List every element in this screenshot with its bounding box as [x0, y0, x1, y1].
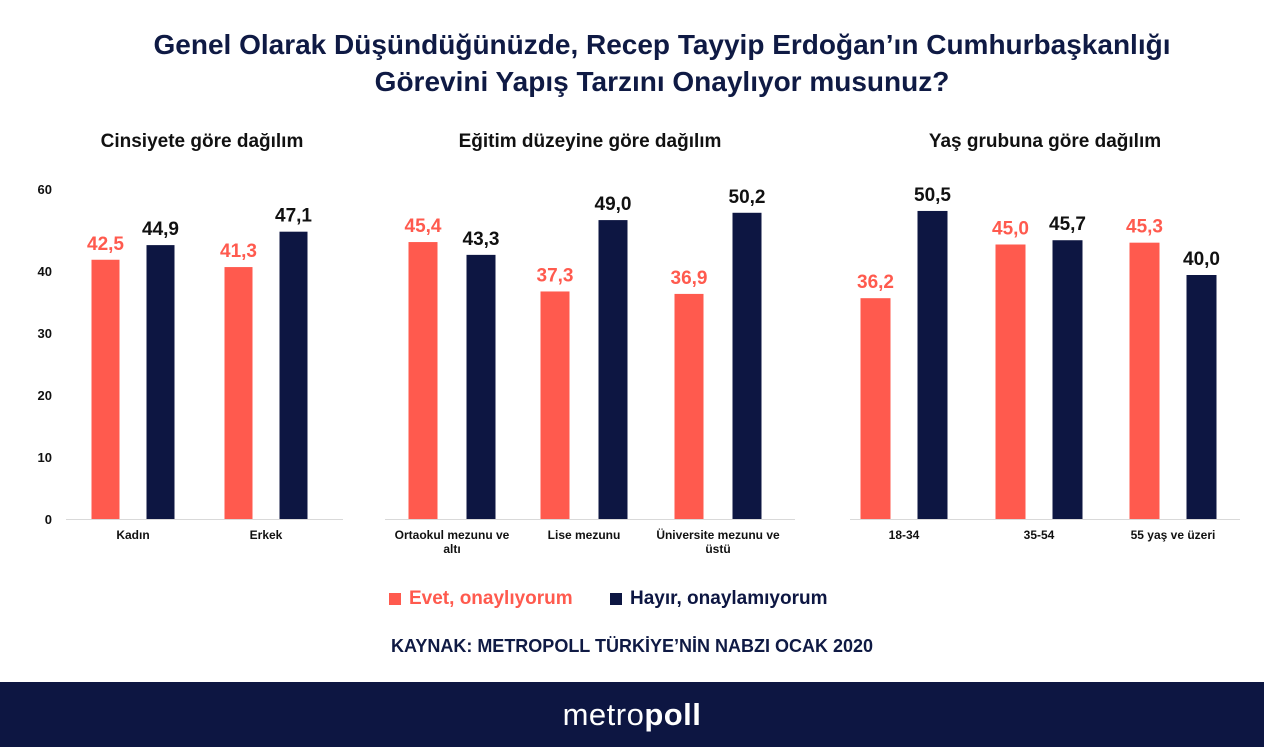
data-label: 36,2: [857, 272, 894, 293]
legend-swatch-evet: [389, 593, 401, 605]
y-tick-label: 30: [38, 326, 52, 341]
chart-title-line1: Genel Olarak Düşündüğünüzde, Recep Tayyi…: [153, 29, 1171, 60]
bar: [146, 245, 175, 520]
category-label: üstü: [705, 542, 730, 556]
panel-title-gender: Cinsiyete göre dağılım: [100, 131, 304, 152]
category-label: 35-54: [1024, 528, 1055, 542]
category-label: Ortaokul mezunu ve: [395, 528, 510, 542]
data-label: 42,5: [87, 234, 124, 255]
data-label: 50,5: [914, 185, 951, 206]
data-label: 45,0: [992, 219, 1029, 240]
bar: [917, 210, 948, 519]
legend-item-evet: Evet, onaylıyorum: [389, 588, 573, 610]
data-label: 45,7: [1049, 214, 1086, 235]
footer-bar: metropoll: [0, 682, 1264, 747]
chart-title-line2: Görevini Yapış Tarzını Onaylıyor musunuz…: [374, 66, 950, 97]
bar: [732, 212, 762, 519]
bar: [860, 298, 891, 519]
category-label: altı: [443, 542, 460, 556]
y-tick-label: 40: [38, 264, 52, 279]
bar: [995, 244, 1026, 519]
bar: [598, 220, 628, 519]
data-label: 36,9: [671, 268, 708, 289]
chart-title: Genel Olarak Düşündüğünüzde, Recep Tayyi…: [0, 26, 1264, 100]
bar: [466, 254, 496, 519]
bar: [1129, 242, 1160, 520]
legend-item-hayir: Hayır, onaylamıyorum: [610, 588, 827, 610]
bar: [674, 293, 704, 519]
bar: [224, 267, 253, 519]
data-label: 37,3: [537, 265, 574, 286]
panel-title-age: Yaş grubuna göre dağılım: [928, 131, 1162, 152]
data-label: 43,3: [463, 229, 500, 250]
legend-swatch-hayir: [610, 593, 622, 605]
y-tick-label: 0: [45, 512, 52, 527]
category-label: 55 yaş ve üzeri: [1131, 528, 1216, 542]
source-note: KAYNAK: METROPOLL TÜRKİYE’NİN NABZI OCAK…: [390, 636, 874, 656]
y-tick-label: 10: [38, 450, 52, 465]
bar: [540, 291, 570, 519]
legend-label-hayir: Hayır, onaylamıyorum: [630, 588, 828, 609]
metropoll-logo: metropoll: [562, 696, 702, 732]
y-tick-label: 20: [38, 388, 52, 403]
category-label: Kadın: [116, 528, 149, 542]
panel-title-education: Eğitim düzeyine göre dağılım: [458, 131, 722, 152]
data-label: 45,4: [405, 216, 442, 237]
data-label: 49,0: [595, 194, 632, 215]
category-label: 18-34: [889, 528, 920, 542]
category-label: Üniversite mezunu ve: [656, 527, 780, 542]
legend: Evet, onaylıyorum Hayır, onaylamıyorum: [0, 588, 1264, 614]
bar: [91, 259, 120, 519]
bar: [279, 231, 308, 519]
bar: [1186, 275, 1217, 519]
data-label: 41,3: [220, 241, 257, 262]
y-tick-label: 60: [38, 182, 52, 197]
category-label: Lise mezunu: [548, 528, 621, 542]
legend-label-evet: Evet, onaylıyorum: [409, 588, 573, 609]
data-label: 50,2: [729, 187, 766, 208]
data-label: 44,9: [142, 219, 179, 240]
data-label: 40,0: [1183, 249, 1220, 270]
bar: [408, 242, 438, 519]
bar-charts: 0 10 20 30 40 60 42,5 44,9 Kadın 41,3 47,1 Erkek 45,…: [38, 182, 1240, 556]
data-label: 47,1: [275, 206, 312, 227]
category-label: Erkek: [250, 528, 283, 542]
data-label: 45,3: [1126, 217, 1163, 238]
bar: [1052, 240, 1083, 520]
